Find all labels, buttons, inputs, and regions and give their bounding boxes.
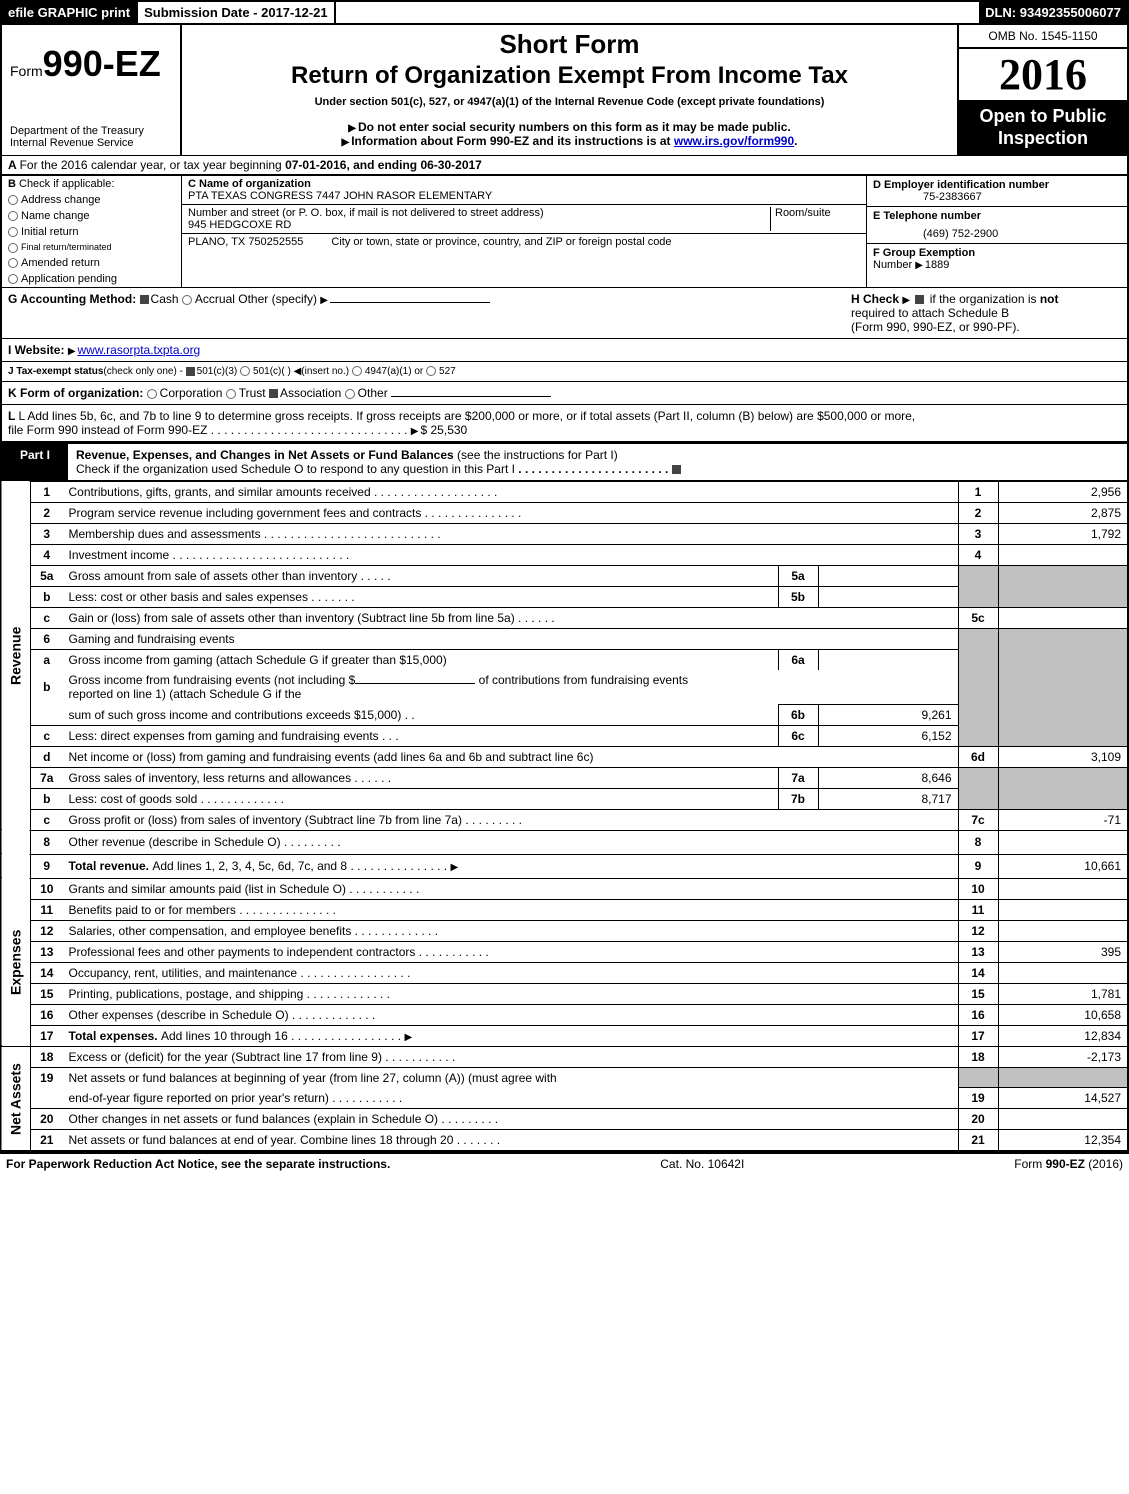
chk-accrual[interactable] — [182, 295, 192, 305]
part-1-header: Part I Revenue, Expenses, and Changes in… — [0, 442, 1129, 481]
line-a: A For the 2016 calendar year, or tax yea… — [0, 155, 1129, 176]
org-address: 945 HEDGCOXE RD — [188, 219, 291, 231]
dln: DLN: 93492355006077 — [979, 2, 1127, 23]
ein: 75-2383667 — [873, 191, 982, 203]
org-name: PTA TEXAS CONGRESS 7447 JOHN RASOR ELEME… — [188, 190, 492, 202]
gross-receipts: $ 25,530 — [421, 423, 468, 437]
line-g-h: G Accounting Method: Cash Accrual Other … — [0, 288, 1129, 339]
side-expenses: Expenses — [1, 878, 31, 1046]
chk-cash[interactable] — [140, 295, 149, 304]
department: Department of the TreasuryInternal Reven… — [2, 121, 180, 155]
chk-name[interactable] — [8, 211, 18, 221]
cat-no: Cat. No. 10642I — [660, 1157, 744, 1171]
line-i: I Website: www.rasorpta.txpta.org — [0, 339, 1129, 362]
val-2: 2,875 — [998, 502, 1128, 523]
val-6d: 3,109 — [998, 746, 1128, 767]
line-j: J Tax-exempt status(check only one) - 50… — [0, 362, 1129, 382]
efile-label: efile GRAPHIC print — [2, 2, 138, 23]
form-header: Form990-EZ Department of the TreasuryInt… — [0, 25, 1129, 155]
top-bar: efile GRAPHIC print Submission Date - 20… — [0, 0, 1129, 25]
line-l: L L Add lines 5b, 6c, and 7b to line 9 t… — [0, 405, 1129, 442]
val-7b: 8,717 — [818, 788, 958, 809]
block-b-to-f: B Check if applicable: Address change Na… — [0, 176, 1129, 288]
val-13: 395 — [998, 941, 1128, 962]
submission-date: Submission Date - 2017-12-21 — [138, 2, 336, 23]
chk-sched-b[interactable] — [915, 295, 924, 304]
subtitle: Under section 501(c), 527, or 4947(a)(1)… — [190, 96, 949, 108]
open-to-public: Open to PublicInspection — [959, 100, 1127, 155]
chk-pending[interactable] — [8, 274, 18, 284]
omb-number: OMB No. 1545-1150 — [959, 25, 1127, 49]
paperwork-notice: For Paperwork Reduction Act Notice, see … — [6, 1157, 390, 1171]
chk-final[interactable] — [8, 243, 18, 253]
org-city: PLANO, TX 750252555 — [188, 236, 303, 248]
website-link[interactable]: www.rasorpta.txpta.org — [78, 343, 201, 357]
chk-amended[interactable] — [8, 258, 18, 268]
irs-link[interactable]: www.irs.gov/form990 — [674, 134, 794, 148]
side-revenue: Revenue — [1, 481, 31, 830]
note-info: Information about Form 990-EZ and its in… — [190, 134, 949, 148]
group-exemption: 1889 — [925, 259, 949, 271]
val-6b: 9,261 — [818, 704, 958, 725]
chk-address[interactable] — [8, 195, 18, 205]
col-b: B Check if applicable: Address change Na… — [2, 176, 182, 287]
val-9: 10,661 — [998, 854, 1128, 878]
val-17: 12,834 — [998, 1025, 1128, 1046]
val-16: 10,658 — [998, 1004, 1128, 1025]
phone: (469) 752-2900 — [873, 222, 1121, 240]
title-main: Return of Organization Exempt From Incom… — [190, 62, 949, 90]
title-short-form: Short Form — [190, 29, 949, 60]
val-15: 1,781 — [998, 983, 1128, 1004]
line-k: K Form of organization: Corporation Trus… — [0, 382, 1129, 405]
val-18: -2,173 — [998, 1046, 1128, 1067]
val-21: 12,354 — [998, 1130, 1128, 1152]
col-def: D Employer identification number75-23836… — [867, 176, 1127, 287]
val-19: 14,527 — [998, 1088, 1128, 1109]
form-ref: Form 990-EZ (2016) — [1014, 1157, 1123, 1171]
note-ssn: Do not enter social security numbers on … — [190, 120, 949, 134]
form-number: Form990-EZ — [2, 25, 180, 85]
chk-schedule-o[interactable] — [672, 465, 681, 474]
chk-initial[interactable] — [8, 227, 18, 237]
revenue-table: Revenue 1Contributions, gifts, grants, a… — [0, 481, 1129, 1153]
val-7a: 8,646 — [818, 767, 958, 788]
side-net-assets: Net Assets — [1, 1046, 31, 1151]
footer: For Paperwork Reduction Act Notice, see … — [0, 1152, 1129, 1174]
val-6c: 6,152 — [818, 725, 958, 746]
val-1: 2,956 — [998, 481, 1128, 502]
tax-year: 2016 — [959, 49, 1127, 100]
val-7c: -71 — [998, 809, 1128, 830]
val-3: 1,792 — [998, 523, 1128, 544]
col-c: C Name of organizationPTA TEXAS CONGRESS… — [182, 176, 867, 287]
